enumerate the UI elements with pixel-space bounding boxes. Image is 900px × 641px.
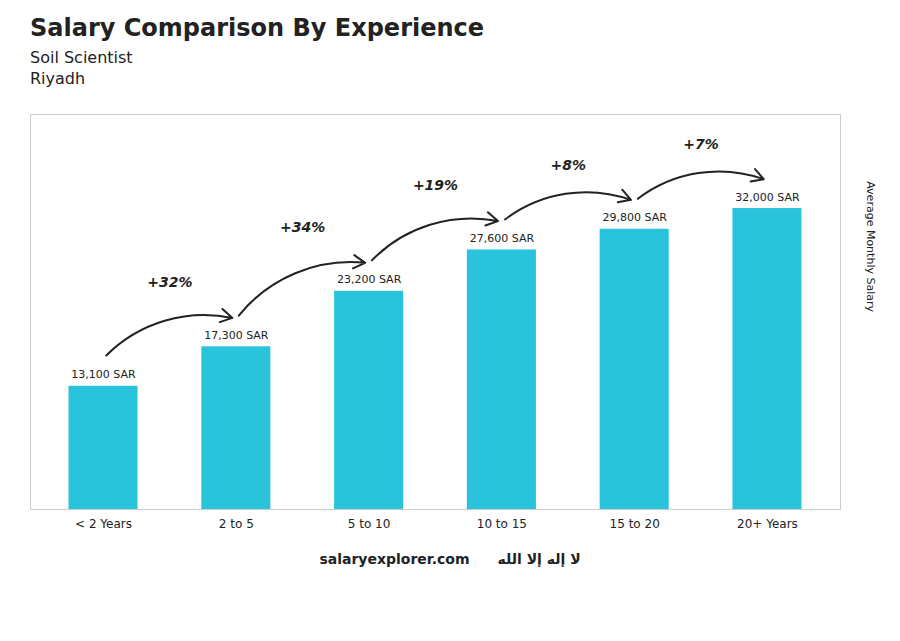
- svg-text:10 to 15: 10 to 15: [477, 517, 527, 531]
- svg-text:17,300 SAR: 17,300 SAR: [204, 329, 269, 342]
- svg-text:2 to 5: 2 to 5: [219, 517, 254, 531]
- svg-text:< 2 Years: < 2 Years: [75, 517, 132, 531]
- svg-text:5 to 10: 5 to 10: [348, 517, 391, 531]
- svg-text:13,100 SAR: 13,100 SAR: [71, 368, 136, 381]
- svg-text:23,200 SAR: 23,200 SAR: [337, 273, 402, 286]
- html-text:Riyadh: Riyadh: [30, 69, 86, 88]
- html-text:salaryexplorer.com: salaryexplorer.com: [319, 551, 470, 567]
- svg-text:+34%: +34%: [280, 219, 325, 235]
- svg-text:32,000 SAR: 32,000 SAR: [735, 191, 800, 204]
- svg-text:+19%: +19%: [413, 177, 458, 193]
- svg-text:29,800 SAR: 29,800 SAR: [603, 211, 668, 224]
- svg-text:20+ Years: 20+ Years: [737, 517, 798, 531]
- svg-text:15 to 20: 15 to 20: [610, 517, 660, 531]
- svg-text:+7%: +7%: [683, 136, 719, 152]
- html-text:Soil Scientist: Soil Scientist: [30, 48, 133, 67]
- svg-text:Average Monthly Salary: Average Monthly Salary: [864, 181, 877, 312]
- svg-text:+8%: +8%: [551, 157, 587, 173]
- html-text:Salary Comparison By Experienc: Salary Comparison By Experience: [30, 14, 485, 42]
- svg-text:+32%: +32%: [147, 274, 192, 290]
- html-text:لا إله إلا الله: لا إله إلا الله: [497, 551, 581, 567]
- svg-text:27,600 SAR: 27,600 SAR: [470, 232, 535, 245]
